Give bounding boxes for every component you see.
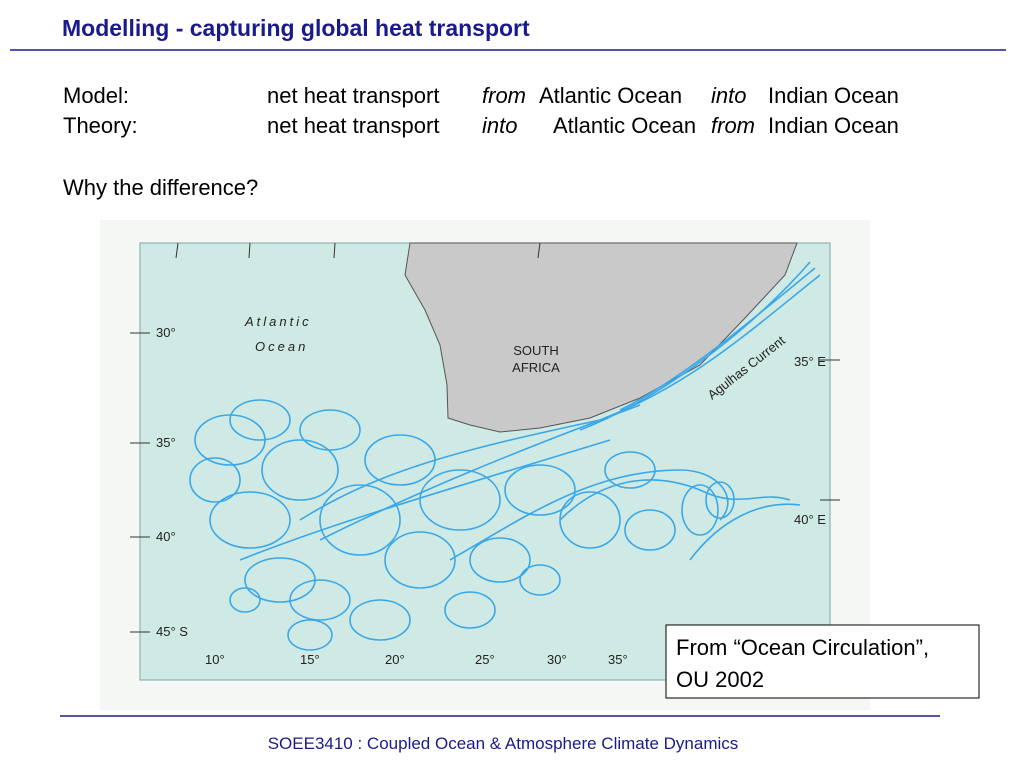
graticule-ticks bbox=[130, 242, 840, 633]
lat-label: 40° bbox=[156, 529, 176, 544]
statement-part: from bbox=[482, 83, 526, 108]
lon-label: 35° bbox=[608, 652, 628, 667]
east-label: 35° E bbox=[794, 354, 826, 369]
statement-part: into bbox=[711, 83, 746, 108]
east-label: 40° E bbox=[794, 512, 826, 527]
statement-part: into bbox=[482, 113, 517, 138]
footer: SOEE3410 : Coupled Ocean & Atmosphere Cl… bbox=[268, 734, 739, 753]
slide-title: Modelling - capturing global heat transp… bbox=[62, 15, 530, 41]
africa-land bbox=[404, 242, 798, 433]
caption-line: From “Ocean Circulation”, bbox=[676, 635, 929, 660]
statement-part: Indian Ocean bbox=[768, 83, 899, 108]
statement-label: Model: bbox=[63, 83, 129, 108]
caption-line: OU 2002 bbox=[676, 667, 764, 692]
ocean-label: Atlantic bbox=[244, 314, 312, 329]
statement-part: Atlantic Ocean bbox=[539, 83, 682, 108]
country-label: AFRICA bbox=[512, 360, 560, 375]
lat-label: 30° bbox=[156, 325, 176, 340]
statement-part: Indian Ocean bbox=[768, 113, 899, 138]
lon-label: 10° bbox=[205, 652, 225, 667]
drifter-tracks bbox=[189, 261, 821, 651]
lon-label: 30° bbox=[547, 652, 567, 667]
question: Why the difference? bbox=[63, 175, 258, 200]
ocean-label: Ocean bbox=[255, 339, 308, 354]
statement-part: net heat transport bbox=[267, 113, 439, 138]
map-figure: Atlantic Ocean SOUTH AFRICA Agulhas Curr… bbox=[100, 220, 870, 710]
statement-part: from bbox=[711, 113, 755, 138]
lon-label: 20° bbox=[385, 652, 405, 667]
statement-part: net heat transport bbox=[267, 83, 439, 108]
statement-part: Atlantic Ocean bbox=[553, 113, 696, 138]
lon-label: 15° bbox=[300, 652, 320, 667]
lat-label: 35° bbox=[156, 435, 176, 450]
caption-box bbox=[665, 624, 980, 699]
lon-label: 25° bbox=[475, 652, 495, 667]
lat-label: 45° S bbox=[156, 624, 188, 639]
country-label: SOUTH bbox=[513, 343, 559, 358]
statement-label: Theory: bbox=[63, 113, 138, 138]
